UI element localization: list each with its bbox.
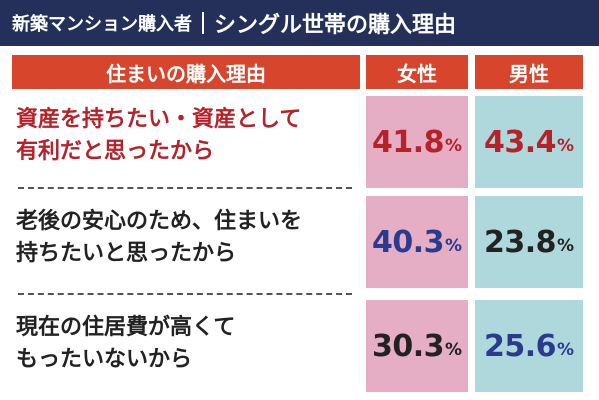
male-value-row-3: 25.6% xyxy=(475,300,583,392)
column-header-male: 男性 xyxy=(475,55,583,89)
value-unit: % xyxy=(556,136,575,156)
value-number: 30.3 xyxy=(371,328,445,364)
value-number: 41.8 xyxy=(371,124,445,160)
reason-line: もったいないから xyxy=(16,347,193,372)
title-separator xyxy=(202,12,204,34)
reason-line: 有利だと思ったから xyxy=(16,139,215,164)
value-number: 25.6 xyxy=(483,328,557,364)
value-unit: % xyxy=(556,236,575,256)
value-number: 43.4 xyxy=(483,124,557,160)
value-unit: % xyxy=(444,136,463,156)
value-unit: % xyxy=(556,340,575,360)
column-header-reason: 住まいの購入理由 xyxy=(12,55,360,89)
female-value-row-1: 41.8% xyxy=(366,96,468,188)
male-value-row-1: 43.4% xyxy=(475,96,583,188)
row-divider xyxy=(18,293,352,295)
value-unit: % xyxy=(444,340,463,360)
reason-line: 資産を持ちたい・資産として xyxy=(16,107,302,132)
male-value-row-2: 23.8% xyxy=(475,196,583,288)
value-unit: % xyxy=(444,236,463,256)
title-right: シングル世帯の購入理由 xyxy=(214,13,457,38)
reason-row-1: 資産を持ちたい・資産として 有利だと思ったから xyxy=(16,104,356,168)
title-bar: 新築マンション購入者 シングル世帯の購入理由 xyxy=(0,0,599,46)
female-value-row-2: 40.3% xyxy=(366,196,468,288)
reason-line: 老後の安心のため、住まいを xyxy=(16,209,303,234)
reason-line: 現在の住居費が高くて xyxy=(16,315,236,340)
reason-line: 持ちたいと思ったから xyxy=(16,241,237,266)
title-left: 新築マンション購入者 xyxy=(12,14,192,35)
female-value-row-3: 30.3% xyxy=(366,300,468,392)
value-number: 23.8 xyxy=(483,224,557,260)
column-header-female: 女性 xyxy=(366,55,468,89)
value-number: 40.3 xyxy=(371,224,445,260)
reason-row-2: 老後の安心のため、住まいを 持ちたいと思ったから xyxy=(16,206,356,270)
reason-row-3: 現在の住居費が高くて もったいないから xyxy=(16,312,356,376)
row-divider xyxy=(18,187,352,189)
